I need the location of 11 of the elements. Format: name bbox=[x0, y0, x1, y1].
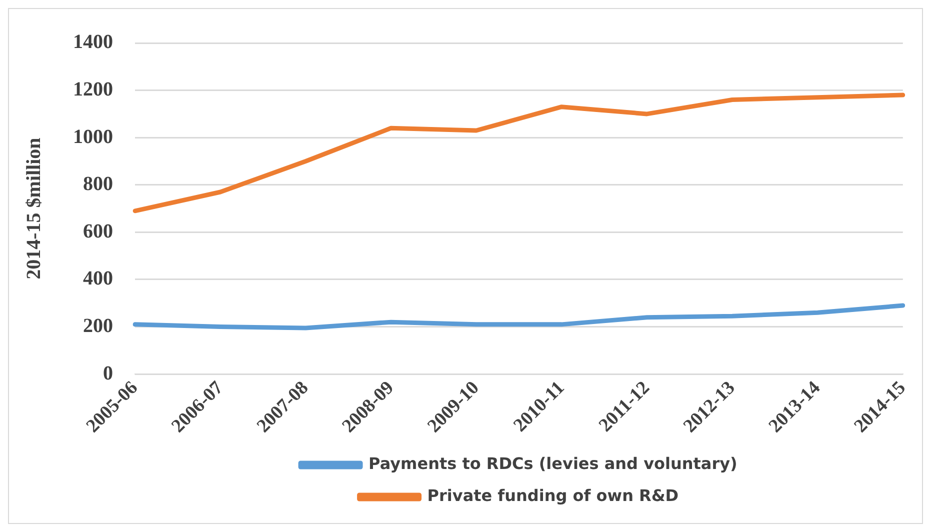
y-tick-label: 0 bbox=[103, 362, 113, 384]
y-tick-label: 400 bbox=[83, 268, 113, 290]
y-tick-label: 800 bbox=[83, 173, 113, 196]
legend-label: Private funding of own R&D bbox=[427, 486, 679, 506]
legend-label: Payments to RDCs (levies and voluntary) bbox=[368, 454, 738, 474]
y-axis-title: 2014-15 $million bbox=[23, 138, 46, 280]
y-tick-label: 200 bbox=[83, 314, 113, 337]
y-tick-label: 600 bbox=[83, 220, 113, 242]
y-tick-label: 1400 bbox=[73, 31, 113, 54]
y-tick-label: 1000 bbox=[73, 126, 113, 148]
y-tick-label: 1200 bbox=[73, 78, 113, 100]
